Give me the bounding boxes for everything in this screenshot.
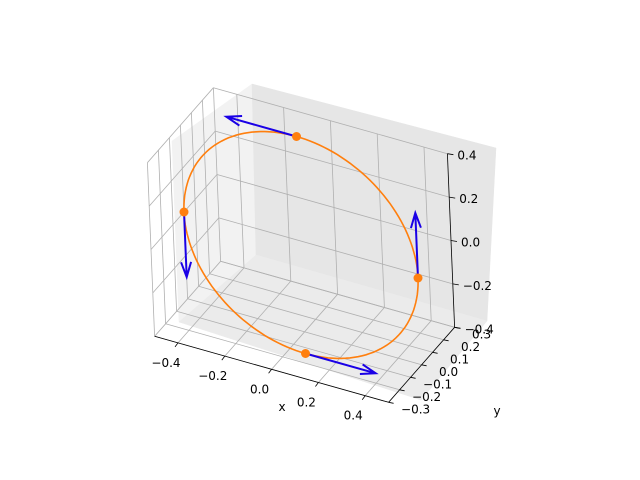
tick-mark: [315, 382, 319, 387]
scatter-point: [413, 273, 423, 283]
quiver-arrows: [180, 114, 422, 376]
tick-mark: [450, 240, 458, 242]
grid-line: [216, 174, 452, 241]
x-axis-label: x: [278, 400, 285, 414]
scatter-points: [179, 132, 423, 358]
grid-line: [213, 87, 448, 155]
quiver-arrow: [305, 352, 379, 376]
z-tick-label: 0.4: [457, 149, 476, 163]
scatter-point: [179, 207, 189, 217]
tick-mark: [399, 389, 405, 392]
x-tick-label: −0.2: [198, 369, 227, 383]
tick-mark: [388, 401, 394, 404]
tick-mark: [447, 153, 454, 156]
tick-mark: [410, 376, 416, 379]
tick-mark: [421, 364, 427, 367]
tick-mark: [454, 326, 461, 329]
floor-pane: [178, 254, 488, 401]
tick-mark: [443, 339, 449, 342]
tick-mark: [268, 369, 272, 374]
y-tick-label: 0.0: [439, 365, 458, 379]
tick-mark: [361, 395, 366, 400]
z-tick-label: 0.0: [461, 236, 480, 250]
tick-marks: [174, 153, 461, 404]
x-tick-label: 0.2: [297, 396, 316, 410]
grid-line: [187, 298, 422, 366]
axes-panes: [171, 83, 497, 401]
y-tick-label: −0.3: [401, 402, 430, 416]
y-tick-label: 0.2: [461, 340, 480, 354]
tick-mark: [174, 342, 179, 348]
x-tick-labels: −0.4 −0.2 0.0 0.2 0.4: [151, 356, 362, 423]
scatter-point: [292, 132, 301, 141]
z-tick-label: −0.4: [465, 322, 494, 336]
x-tick-label: −0.4: [151, 356, 180, 370]
tick-mark: [221, 355, 226, 361]
y-tick-label: −0.1: [423, 377, 452, 391]
z-tick-labels: −0.4 −0.2 0.0 0.2 0.4: [457, 149, 493, 337]
tick-mark: [452, 283, 459, 286]
grid-line: [148, 130, 216, 207]
y-tick-label: 0.1: [450, 352, 469, 366]
grid-line: [147, 87, 214, 163]
quiver-arrow: [180, 211, 193, 281]
y-axis-label: y: [493, 404, 500, 418]
quiver-arrow: [223, 114, 297, 138]
grid-line: [215, 130, 450, 198]
tick-mark: [432, 351, 438, 354]
grid-line: [165, 323, 400, 391]
y-tick-labels: −0.3−0.2−0.10.00.10.20.3: [401, 327, 491, 416]
grid-line: [176, 310, 411, 378]
grid-line: [218, 217, 453, 285]
x-tick-label: 0.0: [250, 382, 269, 396]
tick-mark: [449, 196, 456, 199]
scatter-point: [301, 349, 310, 358]
grid-line: [198, 285, 433, 353]
y-tick-label: −0.2: [412, 390, 441, 404]
z-tick-label: −0.2: [463, 279, 492, 293]
x-tick-label: 0.4: [344, 409, 363, 423]
z-tick-label: 0.2: [459, 192, 478, 206]
y-tick-label: 0.3: [472, 327, 491, 341]
quiver-arrow: [409, 209, 422, 279]
grid-line: [220, 260, 455, 328]
grid-line: [154, 261, 221, 337]
